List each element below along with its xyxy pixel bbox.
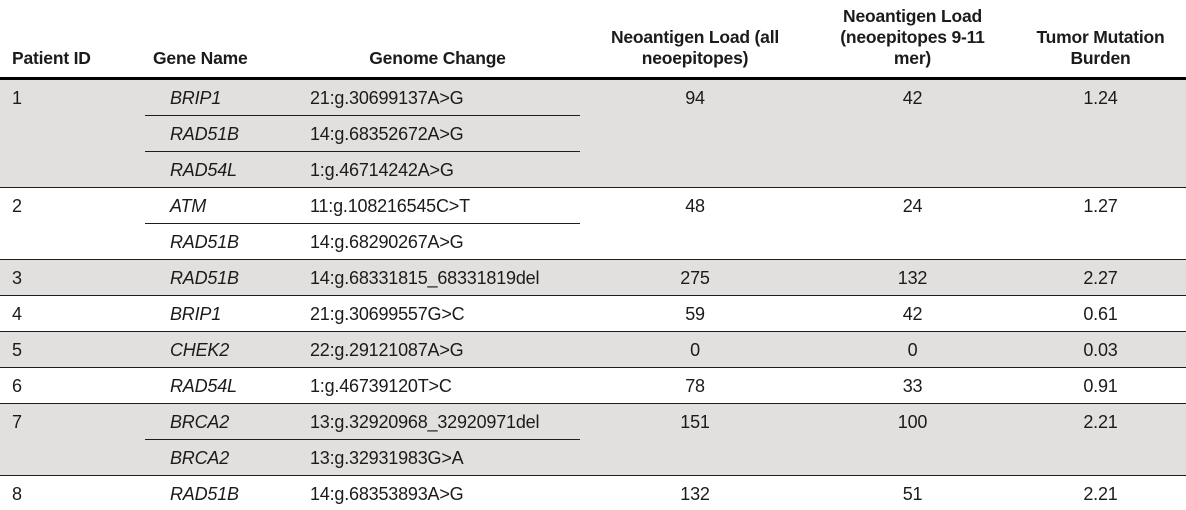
- gene-name-cell: BRIP1: [145, 295, 295, 332]
- column-header-label: Patient ID: [12, 48, 91, 68]
- header-row: Patient ID Gene Name Genome Change Neoan…: [0, 0, 1186, 80]
- column-header-label: Gene Name: [153, 48, 248, 68]
- table-row: RAD54L 1:g.46714242A>G: [0, 151, 1186, 188]
- tumor-mutation-burden-cell: 0.03: [1015, 331, 1186, 368]
- genome-change-cell: 13:g.32931983G>A: [295, 439, 580, 476]
- patient-id-cell: 7: [0, 403, 145, 476]
- gene-name-cell: BRCA2: [145, 403, 295, 440]
- neoantigen-load-all-cell: 59: [580, 295, 810, 332]
- tumor-mutation-burden-cell: 2.21: [1015, 403, 1186, 476]
- column-header-tumor-mutation-burden: Tumor Mutation Burden: [1015, 0, 1186, 80]
- patient-id-cell: 5: [0, 331, 145, 368]
- neoantigen-load-9-11-cell: 42: [810, 78, 1015, 188]
- column-header-gene-name: Gene Name: [145, 0, 295, 80]
- patient-id-cell: 4: [0, 295, 145, 332]
- gene-name-cell: RAD51B: [145, 259, 295, 296]
- patient-id-cell: 2: [0, 187, 145, 260]
- genome-change-cell: 13:g.32920968_32920971del: [295, 403, 580, 440]
- tumor-mutation-burden-cell: 2.21: [1015, 475, 1186, 510]
- gene-name-cell: RAD54L: [145, 367, 295, 404]
- table-row: 2 ATM 11:g.108216545C>T 48 24 1.27: [0, 187, 1186, 260]
- tumor-mutation-burden-cell: 2.27: [1015, 259, 1186, 296]
- genome-change-cell: 11:g.108216545C>T: [295, 187, 580, 224]
- tumor-mutation-burden-cell: 0.61: [1015, 295, 1186, 332]
- neoantigen-load-all-cell: 275: [580, 259, 810, 296]
- neoantigen-load-all-cell: 48: [580, 187, 810, 260]
- neoantigen-load-9-11-cell: 42: [810, 295, 1015, 332]
- table-row: RAD51B 14:g.68290267A>G: [0, 223, 1186, 260]
- neoantigen-load-all-cell: 0: [580, 331, 810, 368]
- column-header-label: Neoantigen Load (all neoepitopes): [610, 27, 780, 68]
- patient-id-cell: 6: [0, 367, 145, 404]
- neoantigen-load-9-11-cell: 132: [810, 259, 1015, 296]
- column-header-label: Genome Change: [369, 48, 506, 68]
- table-body: 1 BRIP1 21:g.30699137A>G 94 42 1.24 RAD51B 14:g…: [0, 78, 1186, 510]
- gene-name-cell: ATM: [145, 187, 295, 224]
- genome-change-cell: 14:g.68290267A>G: [295, 223, 580, 260]
- table-row: 4 BRIP1 21:g.30699557G>C 59 42 0.61: [0, 295, 1186, 332]
- genome-change-cell: 21:g.30699557G>C: [295, 295, 580, 332]
- gene-name-cell: RAD51B: [145, 223, 295, 260]
- neoantigen-load-9-11-cell: 0: [810, 331, 1015, 368]
- neoantigen-load-all-cell: 78: [580, 367, 810, 404]
- patient-id-cell: 3: [0, 259, 145, 296]
- genome-change-cell: 14:g.68352672A>G: [295, 115, 580, 152]
- table-row: 8 RAD51B 14:g.68353893A>G 132 51 2.21: [0, 475, 1186, 510]
- table-row: 7 BRCA2 13:g.32920968_32920971del 151 100 2.2…: [0, 403, 1186, 476]
- gene-name-cell: CHEK2: [145, 331, 295, 368]
- table-row: 1 BRIP1 21:g.30699137A>G 94 42 1.24: [0, 78, 1186, 188]
- genome-change-cell: 22:g.29121087A>G: [295, 331, 580, 368]
- genome-change-cell: 14:g.68353893A>G: [295, 475, 580, 510]
- neoantigen-load-9-11-cell: 33: [810, 367, 1015, 404]
- column-header-genome-change: Genome Change: [295, 0, 580, 80]
- neoantigen-load-9-11-cell: 51: [810, 475, 1015, 510]
- genome-change-cell: 1:g.46714242A>G: [295, 151, 580, 188]
- neoantigen-load-9-11-cell: 100: [810, 403, 1015, 476]
- table-row: 3 RAD51B 14:g.68331815_68331819del 275 132 2.…: [0, 259, 1186, 296]
- table-header: Patient ID Gene Name Genome Change Neoan…: [0, 0, 1186, 80]
- tumor-mutation-burden-cell: 1.27: [1015, 187, 1186, 260]
- column-header-neoantigen-load-9-11: Neoantigen Load (neoepitopes 9-11 mer): [810, 0, 1015, 80]
- gene-name-cell: BRIP1: [145, 78, 295, 116]
- neoantigen-load-all-cell: 94: [580, 78, 810, 188]
- column-header-neoantigen-load-all: Neoantigen Load (all neoepitopes): [580, 0, 810, 80]
- column-header-label: Tumor Mutation Burden: [1036, 27, 1165, 68]
- table-row: 5 CHEK2 22:g.29121087A>G 0 0 0.03: [0, 331, 1186, 368]
- neoantigen-load-9-11-cell: 24: [810, 187, 1015, 260]
- genome-change-cell: 14:g.68331815_68331819del: [295, 259, 580, 296]
- table-row: 6 RAD54L 1:g.46739120T>C 78 33 0.91: [0, 367, 1186, 404]
- column-header-patient-id: Patient ID: [0, 0, 145, 80]
- neoantigen-load-all-cell: 151: [580, 403, 810, 476]
- tumor-mutation-burden-cell: 1.24: [1015, 78, 1186, 188]
- tumor-mutation-burden-cell: 0.91: [1015, 367, 1186, 404]
- neoantigen-load-all-cell: 132: [580, 475, 810, 510]
- column-header-label: Neoantigen Load (neoepitopes 9-11 mer): [840, 6, 985, 68]
- table-row: BRCA2 13:g.32931983G>A: [0, 439, 1186, 476]
- gene-name-cell: RAD51B: [145, 475, 295, 510]
- gene-name-cell: RAD51B: [145, 115, 295, 152]
- table-row: RAD51B 14:g.68352672A>G: [0, 115, 1186, 152]
- gene-name-cell: RAD54L: [145, 151, 295, 188]
- genome-change-cell: 1:g.46739120T>C: [295, 367, 580, 404]
- patient-id-cell: 8: [0, 475, 145, 510]
- patient-id-cell: 1: [0, 78, 145, 188]
- genome-change-cell: 21:g.30699137A>G: [295, 78, 580, 116]
- gene-name-cell: BRCA2: [145, 439, 295, 476]
